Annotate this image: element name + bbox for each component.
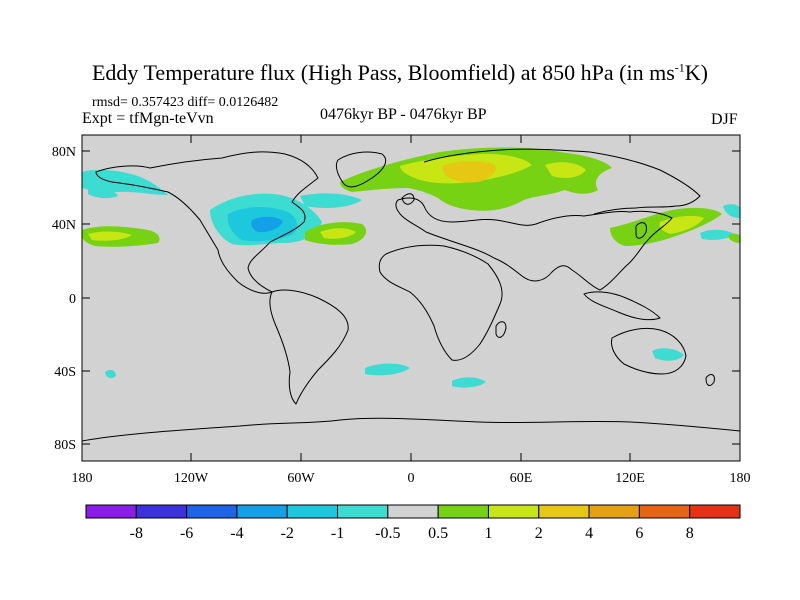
lon-ticks — [81, 135, 741, 461]
anomaly-west-pacific-core — [88, 231, 132, 241]
coast-indonesia — [583, 291, 661, 321]
lon-labels: 180 120W 60W 0 60E 120E 180 — [72, 471, 751, 486]
season-label: DJF — [711, 111, 738, 128]
coast-new-zealand — [705, 374, 715, 386]
colorbar-swatch — [236, 504, 288, 519]
colorbar-swatch — [638, 504, 691, 519]
colorbar-label: -4 — [230, 525, 243, 542]
anomaly-japan-core — [659, 215, 704, 234]
colorbar-swatch — [85, 504, 137, 519]
coast-africa — [378, 244, 503, 361]
lon-label-120e: 120E — [615, 471, 645, 486]
lat-label-0: 0 — [69, 292, 76, 307]
lon-label-180e: 180 — [730, 471, 751, 486]
negative-anomalies — [82, 157, 740, 388]
title-main: Eddy Temperature flux (High Pass, Bloomf… — [91, 60, 675, 85]
coast-antarctica — [81, 417, 741, 442]
colorbar-label: 2 — [535, 525, 543, 542]
coast-madagascar — [495, 321, 507, 338]
colorbar-swatch — [588, 504, 640, 519]
lon-label-60e: 60E — [510, 471, 533, 486]
colorbar-label: -2 — [281, 525, 294, 542]
lat-ticks — [82, 150, 740, 445]
anomaly-pacific-east-edge — [728, 233, 740, 243]
coast-north-america — [95, 151, 319, 294]
colorbar-swatch — [286, 504, 339, 519]
lat-label-40s: 40S — [54, 365, 76, 380]
anomaly-pacific-edge — [723, 204, 740, 218]
colorbar-swatch — [689, 504, 741, 519]
colorbar-label: 1 — [484, 525, 492, 542]
coast-south-america — [269, 289, 349, 405]
colorbar-label: -8 — [130, 525, 143, 542]
anomaly-indian-ocean — [452, 377, 486, 388]
lon-label-60w: 60W — [287, 471, 315, 486]
colorbar-swatch — [437, 504, 489, 519]
coastlines — [81, 148, 741, 442]
colorbar-label: -0.5 — [375, 525, 400, 542]
coast-eurasia — [395, 197, 673, 291]
title-tail: K) — [684, 60, 708, 85]
map-background — [82, 135, 740, 461]
period-label: 0476kyr BP - 0476kyr BP — [320, 106, 487, 123]
colorbar-swatch — [186, 504, 238, 519]
lat-label-40n: 40N — [52, 218, 76, 233]
colorbar-swatch — [135, 504, 188, 519]
coast-japan — [635, 222, 647, 239]
lon-label-180w: 180 — [72, 471, 93, 486]
anomaly-north-america-peak — [251, 216, 283, 233]
lon-label-120w: 120W — [174, 471, 209, 486]
title-superscript: -1 — [674, 60, 685, 75]
colorbar-label: -1 — [331, 525, 344, 542]
colorbar-swatch — [387, 504, 439, 519]
stats-text: rmsd= 0.357423 diff= 0.0126482 — [92, 95, 279, 110]
lon-label-0: 0 — [408, 471, 415, 486]
map-panel: 80N 40N 0 40S 80S 180 120W 60W 0 60E 120… — [52, 134, 751, 486]
anomaly-pacific-small — [88, 186, 118, 199]
anomaly-north-atlantic — [300, 193, 362, 208]
coast-eurasia-north — [423, 148, 701, 215]
anomaly-australia — [652, 348, 684, 361]
positive-anomalies — [82, 147, 740, 247]
colorbar-swatch — [337, 504, 389, 519]
anomaly-south-pacific — [105, 369, 116, 379]
coast-greenland — [335, 151, 387, 188]
coast-british-isles — [401, 193, 415, 205]
anomaly-mid-atlantic-core — [320, 228, 356, 239]
colorbar: -8 -6 -4 -2 -1 -0.5 0.5 1 2 4 6 8 — [85, 504, 741, 542]
colorbar-label: -6 — [180, 525, 193, 542]
anomaly-south-atlantic — [365, 363, 410, 376]
colorbar-label: 0.5 — [428, 525, 448, 542]
anomaly-siberia — [545, 162, 586, 178]
plot-title: Eddy Temperature flux (High Pass, Bloomf… — [0, 60, 800, 86]
anomaly-scandinavia-core — [442, 161, 497, 183]
colorbar-label: 4 — [585, 525, 593, 542]
colorbar-swatch — [538, 504, 590, 519]
lat-label-80s: 80S — [54, 438, 76, 453]
anomaly-north-pacific-east — [700, 229, 735, 240]
coast-australia — [611, 327, 687, 375]
lat-label-80n: 80N — [52, 145, 76, 160]
colorbar-swatch — [487, 504, 540, 519]
experiment-label: Expt = tfMgn-teVvn — [82, 110, 214, 127]
colorbar-label: 8 — [686, 525, 694, 542]
lat-labels: 80N 40N 0 40S 80S — [52, 145, 76, 453]
colorbar-label: 6 — [635, 525, 643, 542]
